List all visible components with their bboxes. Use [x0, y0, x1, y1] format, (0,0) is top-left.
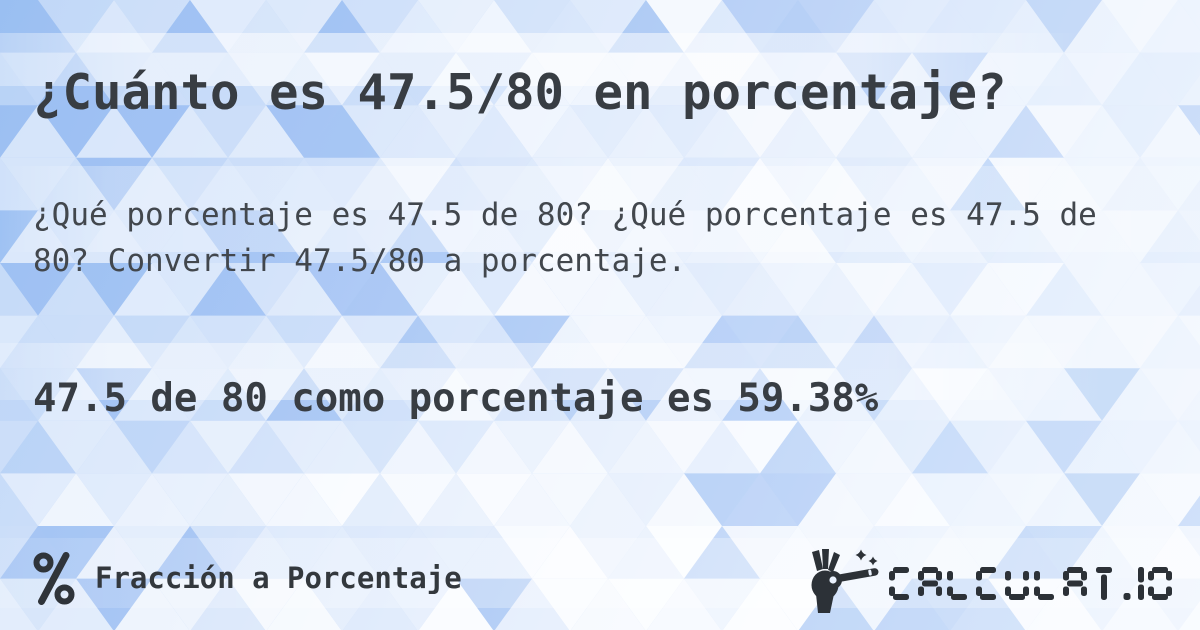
page-title: ¿Cuánto es 47.5/80 en porcentaje?	[33, 63, 1007, 121]
question-description: ¿Qué porcentaje es 47.5 de 80? ¿Qué porc…	[33, 197, 1097, 279]
brand-wordmark	[889, 566, 1172, 600]
magic-wand-hand-icon	[811, 549, 879, 613]
brand-logo	[803, 545, 1172, 615]
percent-icon	[33, 551, 75, 605]
category-label: Fracción a Porcentaje	[95, 561, 462, 595]
answer-text: 47.5 de 80 como porcentaje es 59.38%	[33, 376, 879, 422]
category-group: Fracción a Porcentaje	[33, 550, 462, 606]
